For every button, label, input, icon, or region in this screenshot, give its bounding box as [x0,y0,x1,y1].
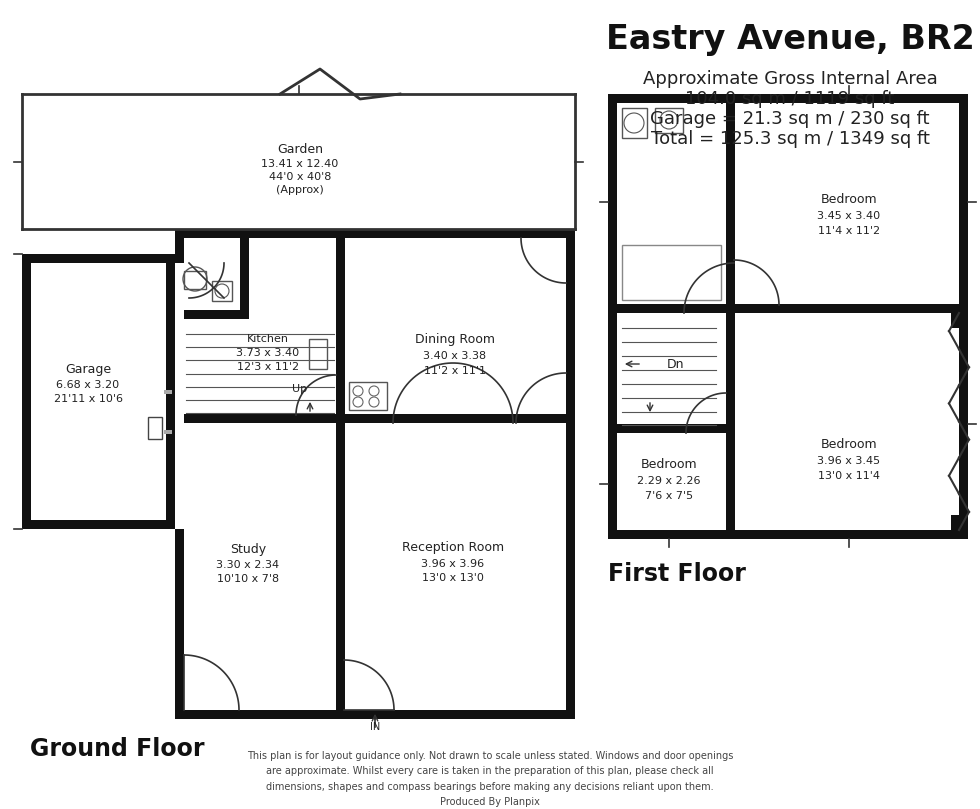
Text: Approximate Gross Internal Area: Approximate Gross Internal Area [643,70,938,88]
Bar [175,229,184,254]
Text: 3.96 x 3.96: 3.96 x 3.96 [421,559,484,569]
Bar [22,254,175,263]
Bar [184,271,206,289]
Bar [336,229,345,719]
Bar [608,94,617,539]
Text: Eastry Avenue, BR2: Eastry Avenue, BR2 [606,23,974,56]
Bar [608,94,968,103]
Text: Kitchen: Kitchen [247,334,289,344]
Bar [608,530,968,539]
Bar [951,313,959,328]
Bar [566,229,575,719]
Text: Garden: Garden [277,142,323,155]
Bar [959,94,968,539]
Text: Reception Room: Reception Room [402,540,504,553]
Bar [164,430,172,434]
Text: 11'2 x 11'1: 11'2 x 11'1 [424,366,486,376]
Bar [148,417,162,439]
Text: IN: IN [369,722,380,732]
Text: 12'3 x 11'2: 12'3 x 11'2 [237,362,299,372]
Bar [175,229,575,238]
Text: Study: Study [230,543,266,556]
Text: Ground Floor: Ground Floor [30,737,205,761]
Text: 7'6 x 7'5: 7'6 x 7'5 [645,491,693,501]
Text: First Floor: First Floor [608,562,746,586]
Bar [734,304,752,313]
Bar [622,245,721,300]
Text: Dining Room: Dining Room [415,332,495,345]
Text: 21'11 x 10'6: 21'11 x 10'6 [54,394,122,404]
Text: 44'0 x 40'8: 44'0 x 40'8 [269,172,331,182]
Text: Bedroom: Bedroom [820,438,877,451]
Text: 13'0 x 13'0: 13'0 x 13'0 [422,573,484,583]
Bar [344,414,570,423]
Bar [22,520,175,529]
Bar [655,108,683,133]
Bar [175,529,184,719]
Text: Bedroom: Bedroom [641,458,698,471]
Bar [349,382,387,410]
Text: 13.41 x 12.40: 13.41 x 12.40 [262,159,339,169]
Text: Total = 125.3 sq m / 1349 sq ft: Total = 125.3 sq m / 1349 sq ft [651,130,929,148]
Text: 13'0 x 11'4: 13'0 x 11'4 [818,471,880,481]
Text: 3.30 x 2.34: 3.30 x 2.34 [217,560,279,570]
Text: Up: Up [292,384,308,394]
Bar [622,108,647,138]
Text: This plan is for layout guidance only. Not drawn to scale unless stated. Windows: This plan is for layout guidance only. N… [247,751,733,807]
Bar [617,424,730,433]
Text: 3.73 x 3.40: 3.73 x 3.40 [236,348,300,358]
Text: 6.68 x 3.20: 6.68 x 3.20 [57,380,120,390]
Text: Dn: Dn [666,358,684,371]
Bar [22,254,31,529]
Text: (Approx): (Approx) [276,185,323,195]
Bar [175,710,575,719]
Bar [166,254,184,263]
Bar [166,254,175,529]
Text: 11'4 x 11'2: 11'4 x 11'2 [818,226,880,236]
Text: Bedroom: Bedroom [820,193,877,205]
Bar [184,310,240,319]
Bar [309,339,327,369]
Text: 2.29 x 2.26: 2.29 x 2.26 [637,476,701,486]
Text: Garage: Garage [65,362,111,375]
Bar [212,281,232,301]
Text: 3.96 x 3.45: 3.96 x 3.45 [817,456,881,466]
Bar [726,94,735,539]
Bar [617,304,959,313]
Bar [164,390,172,394]
Bar [184,414,340,423]
Text: 10'10 x 7'8: 10'10 x 7'8 [217,574,279,584]
Text: 3.45 x 3.40: 3.45 x 3.40 [817,211,881,221]
Text: Garage = 21.3 sq m / 230 sq ft: Garage = 21.3 sq m / 230 sq ft [651,110,930,128]
Bar [951,515,959,530]
Text: 3.40 x 3.38: 3.40 x 3.38 [423,351,486,361]
Text: 104.0 sq m / 1119 sq ft: 104.0 sq m / 1119 sq ft [685,90,895,108]
Bar [240,229,249,319]
